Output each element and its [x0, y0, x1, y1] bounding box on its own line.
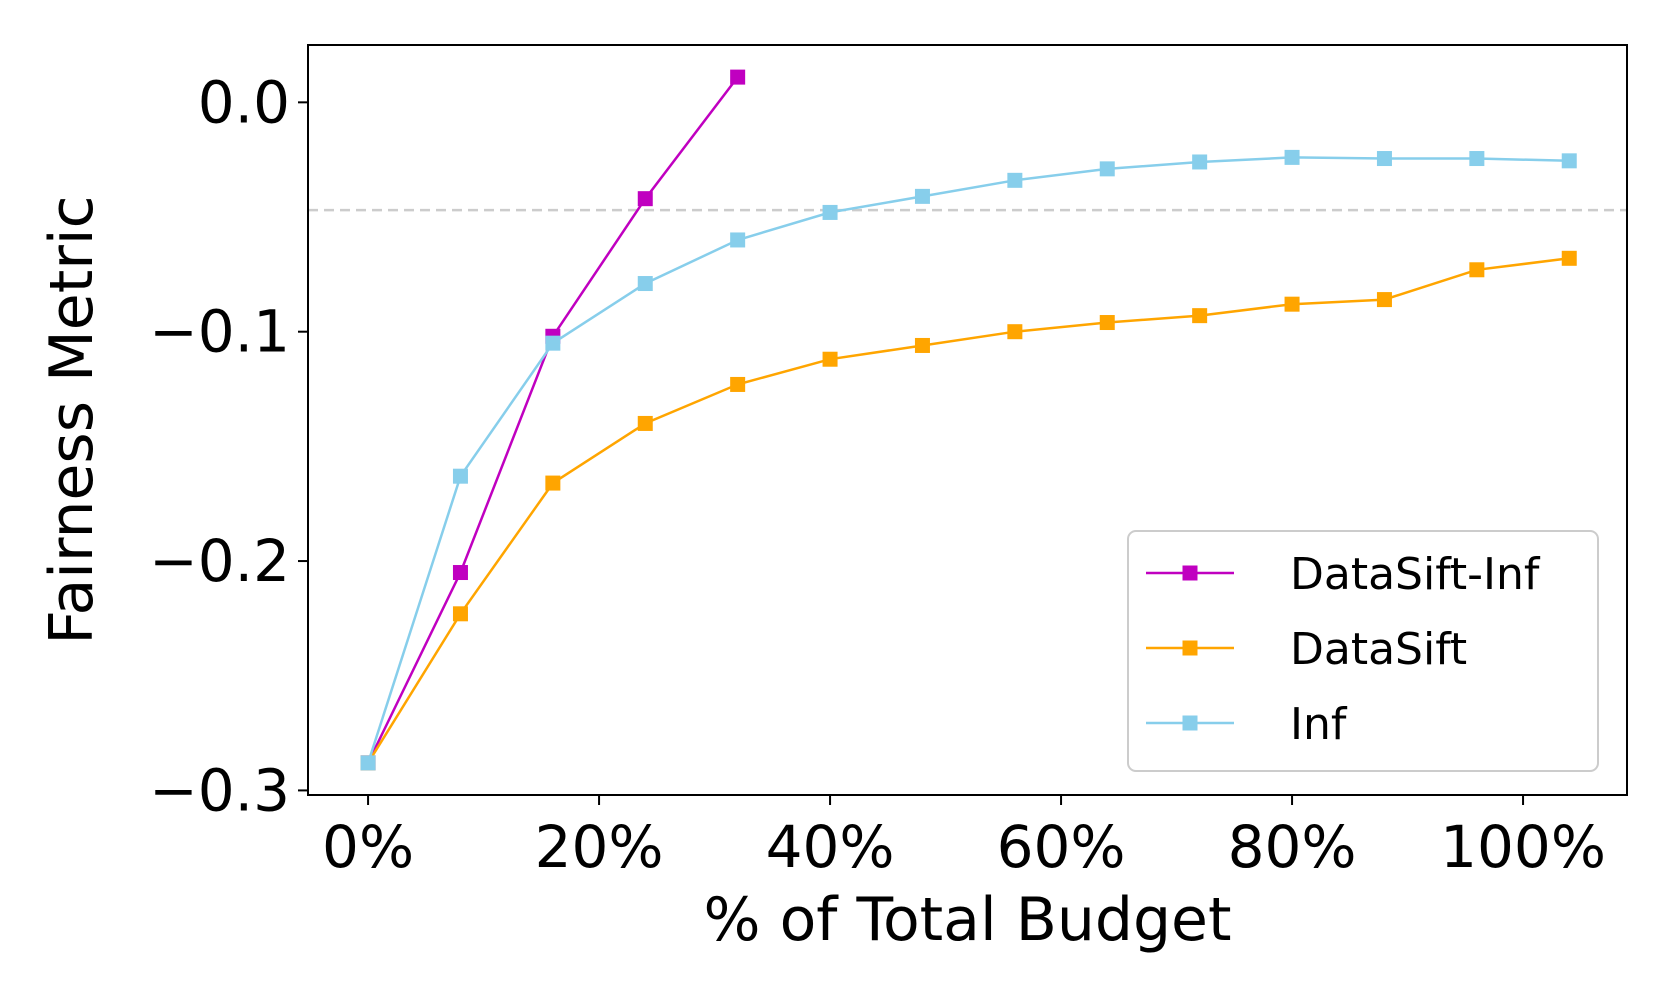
- legend-marker: [1182, 715, 1198, 731]
- data-point: [1007, 324, 1023, 340]
- data-point: [545, 475, 561, 491]
- legend-marker: [1182, 565, 1198, 581]
- x-tick-label: 80%: [1228, 813, 1357, 881]
- series-line: [366, 156, 1570, 764]
- series-line: [367, 257, 1570, 764]
- data-point: [452, 606, 468, 622]
- data-point: [360, 755, 376, 771]
- data-point: [1284, 296, 1300, 312]
- data-point: [1376, 292, 1392, 308]
- data-point: [1007, 172, 1023, 188]
- y-tick-label: −0.3: [149, 756, 290, 824]
- series-inf: [360, 149, 1577, 771]
- data-point: [545, 335, 561, 351]
- data-point: [914, 188, 930, 204]
- x-tick-label: 20%: [535, 813, 664, 881]
- data-point: [1469, 151, 1485, 167]
- legend-label: Inf: [1290, 699, 1348, 750]
- data-point: [730, 69, 746, 85]
- y-axis: 0.0 −0.1 −0.2 −0.3: [149, 68, 308, 824]
- data-point: [1561, 153, 1577, 169]
- data-point: [914, 337, 930, 353]
- x-tick-label: 100%: [1440, 813, 1606, 881]
- data-point: [1099, 161, 1115, 177]
- data-point: [637, 276, 653, 292]
- x-tick-label: 60%: [997, 813, 1126, 881]
- legend-box: [1127, 530, 1599, 772]
- legend-label: DataSift-Inf: [1290, 549, 1541, 600]
- data-point: [1561, 250, 1577, 266]
- y-tick-label: −0.1: [149, 298, 290, 366]
- plot-frame: [307, 44, 1628, 796]
- y-axis-title: Fairness Metric: [37, 195, 107, 644]
- data-point: [822, 351, 838, 367]
- data-point: [730, 232, 746, 248]
- y-tick-label: −0.2: [149, 527, 290, 595]
- x-axis: 0% 20% 40% 60% 80% 100%: [322, 795, 1606, 881]
- data-point: [1192, 154, 1208, 170]
- data-point: [1099, 315, 1115, 331]
- data-point: [1469, 262, 1485, 278]
- data-point: [637, 415, 653, 431]
- data-point: [1284, 149, 1300, 165]
- x-tick-label: 40%: [766, 813, 895, 881]
- data-point: [1192, 308, 1208, 324]
- x-axis-title: % of Total Budget: [704, 885, 1232, 955]
- data-point: [822, 204, 838, 220]
- series-line: [366, 76, 739, 764]
- legend-label: DataSift: [1290, 624, 1467, 675]
- data-point: [1376, 151, 1392, 167]
- series-datasift-inf: [360, 69, 746, 771]
- series-layer: [360, 69, 1577, 771]
- y-tick-label: 0.0: [198, 68, 290, 136]
- legend: DataSift-Inf DataSift Inf: [1127, 530, 1599, 772]
- data-point: [452, 565, 468, 581]
- data-point: [730, 376, 746, 392]
- x-tick-label: 0%: [322, 813, 414, 881]
- data-point: [637, 191, 653, 207]
- data-point: [452, 468, 468, 484]
- legend-marker: [1182, 640, 1198, 656]
